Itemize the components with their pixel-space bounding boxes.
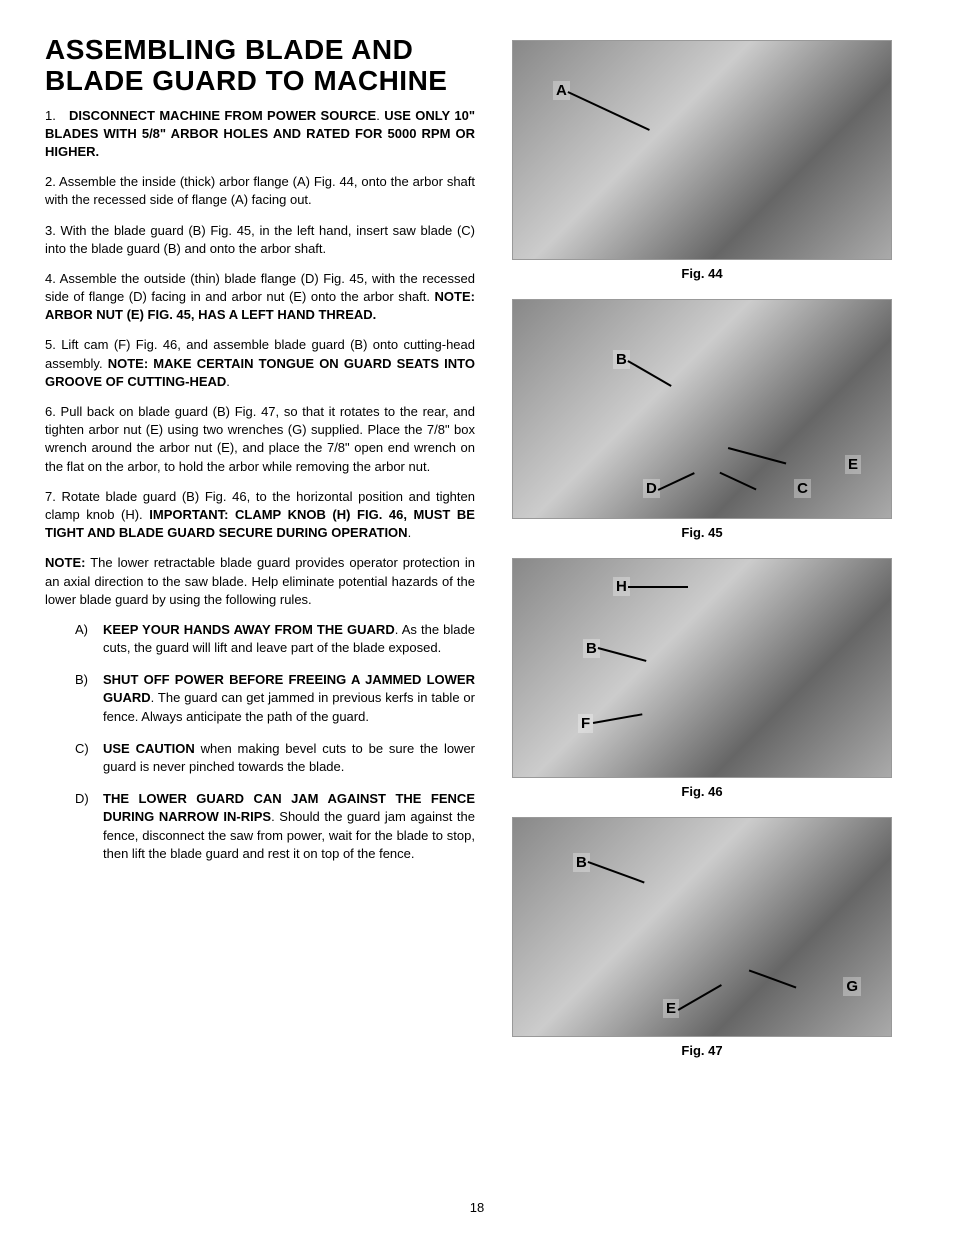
callout-f: F xyxy=(578,714,593,733)
callout-d-line xyxy=(658,472,695,490)
figure-45: B D C E Fig. 45 xyxy=(495,299,909,540)
step-3: 3. With the blade guard (B) Fig. 45, in … xyxy=(45,222,475,258)
callout-e-47-line xyxy=(678,984,722,1010)
note-paragraph: NOTE: The lower retractable blade guard … xyxy=(45,554,475,609)
main-heading: ASSEMBLING BLADE AND BLADE GUARD TO MACH… xyxy=(45,35,475,97)
rule-c: C) USE CAUTION when making bevel cuts to… xyxy=(75,740,475,776)
step-5-bold: NOTE: MAKE CERTAIN TONGUE ON GUARD SEATS… xyxy=(45,356,475,389)
rule-b: B) SHUT OFF POWER BEFORE FREEING A JAMME… xyxy=(75,671,475,726)
callout-a-line xyxy=(568,91,650,130)
note-label: NOTE: xyxy=(45,555,85,570)
figure-46: H B F Fig. 46 xyxy=(495,558,909,799)
rule-d: D) THE LOWER GUARD CAN JAM AGAINST THE F… xyxy=(75,790,475,863)
rule-a-letter: A) xyxy=(75,621,88,639)
callout-c-line xyxy=(719,472,756,490)
figure-44: A Fig. 44 xyxy=(495,40,909,281)
callout-g: G xyxy=(843,977,861,996)
step-1-bold: DISCONNECT MACHINE FROM POWER SOURCE xyxy=(69,108,376,123)
callout-b-46-line xyxy=(598,647,647,661)
rule-d-letter: D) xyxy=(75,790,89,808)
callout-e-45-line xyxy=(728,447,786,464)
figure-44-caption: Fig. 44 xyxy=(681,266,722,281)
step-4-text: 4. Assemble the outside (thin) blade fla… xyxy=(45,271,475,304)
figure-44-image: A xyxy=(512,40,892,260)
note-text: The lower retractable blade guard provid… xyxy=(45,555,475,606)
rule-a: A) KEEP YOUR HANDS AWAY FROM THE GUARD. … xyxy=(75,621,475,657)
figure-46-image: H B F xyxy=(512,558,892,778)
callout-b-45-line xyxy=(628,360,672,386)
step-6: 6. Pull back on blade guard (B) Fig. 47,… xyxy=(45,403,475,476)
left-column: ASSEMBLING BLADE AND BLADE GUARD TO MACH… xyxy=(45,35,475,1058)
callout-f-line xyxy=(593,713,643,723)
rule-c-bold: USE CAUTION xyxy=(103,741,195,756)
figure-47-image: B E G xyxy=(512,817,892,1037)
callout-c: C xyxy=(794,479,811,498)
rule-a-bold: KEEP YOUR HANDS AWAY FROM THE GUARD xyxy=(103,622,395,637)
step-2: 2. Assemble the inside (thick) arbor fla… xyxy=(45,173,475,209)
rules-list: A) KEEP YOUR HANDS AWAY FROM THE GUARD . … xyxy=(45,621,475,863)
page-number: 18 xyxy=(470,1200,484,1215)
figure-47: B E G Fig. 47 xyxy=(495,817,909,1058)
figure-45-image: B D C E xyxy=(512,299,892,519)
callout-b-47-line xyxy=(588,861,645,883)
callout-g-line xyxy=(749,969,796,988)
step-1-prefix: 1. xyxy=(45,108,56,123)
rule-c-letter: C) xyxy=(75,740,89,758)
step-7: 7. Rotate blade guard (B) Fig. 46, to th… xyxy=(45,488,475,543)
step-1: 1. DISCONNECT MACHINE FROM POWER SOURCE.… xyxy=(45,107,475,162)
page-container: ASSEMBLING BLADE AND BLADE GUARD TO MACH… xyxy=(45,35,909,1058)
rule-b-text: . The guard can get jammed in previous k… xyxy=(103,690,475,723)
step-5: 5. Lift cam (F) Fig. 46, and assemble bl… xyxy=(45,336,475,391)
callout-e-45: E xyxy=(845,455,861,474)
rule-b-letter: B) xyxy=(75,671,88,689)
figure-46-caption: Fig. 46 xyxy=(681,784,722,799)
step-4: 4. Assemble the outside (thin) blade fla… xyxy=(45,270,475,325)
callout-h-line xyxy=(628,586,688,588)
figure-45-caption: Fig. 45 xyxy=(681,525,722,540)
right-column: A Fig. 44 B D C E Fig. 45 H B xyxy=(495,35,909,1058)
figure-47-caption: Fig. 47 xyxy=(681,1043,722,1058)
